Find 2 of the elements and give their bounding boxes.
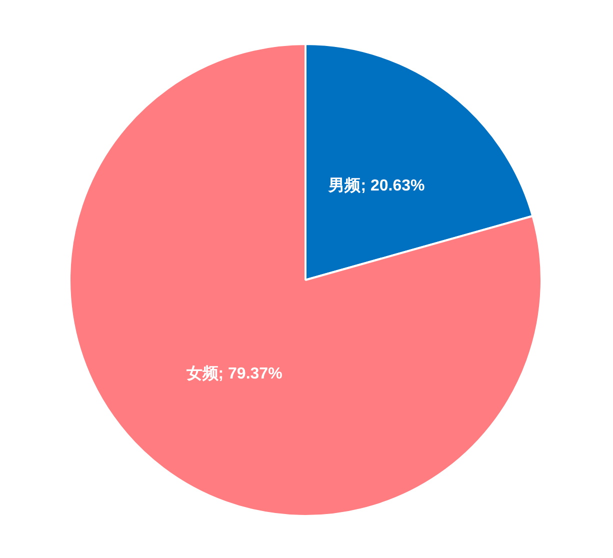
slice-label: 男频; 20.63% <box>328 176 425 194</box>
slice-label: 女频; 79.37% <box>185 364 282 382</box>
